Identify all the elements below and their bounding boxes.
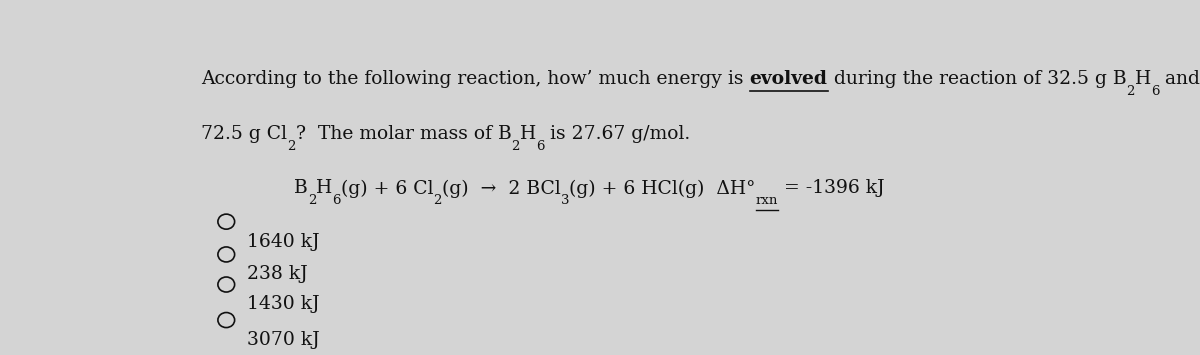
Text: 2: 2 xyxy=(287,140,295,153)
Text: 2: 2 xyxy=(433,194,442,207)
Text: 3: 3 xyxy=(560,194,569,207)
Text: H: H xyxy=(1135,70,1151,88)
Text: 2: 2 xyxy=(308,194,317,207)
Text: 1430 kJ: 1430 kJ xyxy=(247,295,319,313)
Text: during the reaction of 32.5 g B: during the reaction of 32.5 g B xyxy=(828,70,1127,88)
Text: and: and xyxy=(1159,70,1200,88)
Text: 2: 2 xyxy=(511,140,520,153)
Text: evolved: evolved xyxy=(750,70,828,88)
Text: (g) + 6 Cl: (g) + 6 Cl xyxy=(341,179,433,197)
Text: H: H xyxy=(520,125,536,143)
Text: is 27.67 g/mol.: is 27.67 g/mol. xyxy=(545,125,691,143)
Text: B: B xyxy=(294,179,308,197)
Text: 6: 6 xyxy=(1151,85,1159,98)
Text: ?  The molar mass of B: ? The molar mass of B xyxy=(295,125,511,143)
Text: 72.5 g Cl: 72.5 g Cl xyxy=(202,125,287,143)
Text: According to the following reaction, how’ much energy is: According to the following reaction, how… xyxy=(202,70,750,88)
Text: 6: 6 xyxy=(332,194,341,207)
Text: = -1396 kJ: = -1396 kJ xyxy=(778,179,884,197)
Text: 3070 kJ: 3070 kJ xyxy=(247,331,319,349)
Text: 238 kJ: 238 kJ xyxy=(247,266,307,283)
Text: 6: 6 xyxy=(536,140,545,153)
Text: H: H xyxy=(317,179,332,197)
Text: (g) + 6 HCl(g)  ΔH°: (g) + 6 HCl(g) ΔH° xyxy=(569,179,756,197)
Text: (g)  →  2 BCl: (g) → 2 BCl xyxy=(442,179,560,197)
Text: 1640 kJ: 1640 kJ xyxy=(247,233,319,251)
Text: 2: 2 xyxy=(1127,85,1135,98)
Text: rxn: rxn xyxy=(756,194,778,207)
